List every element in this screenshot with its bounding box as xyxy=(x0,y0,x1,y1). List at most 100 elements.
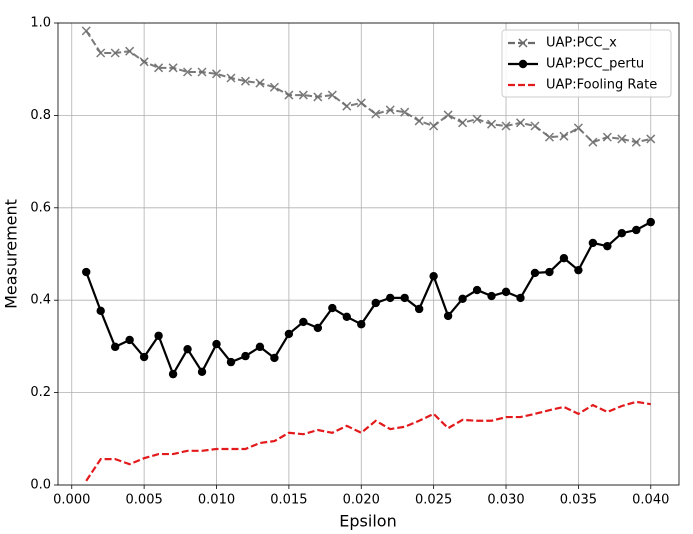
legend-label: UAP:PCC_x xyxy=(546,36,617,51)
marker xyxy=(226,357,236,367)
marker xyxy=(183,67,193,77)
x-tick-label: 0.035 xyxy=(560,493,597,508)
marker xyxy=(603,241,612,251)
marker xyxy=(530,268,540,278)
marker xyxy=(414,304,424,314)
x-tick-label: 0.040 xyxy=(632,493,669,508)
marker xyxy=(168,369,178,379)
marker xyxy=(197,367,207,377)
y-tick-label: 0.6 xyxy=(30,200,51,215)
marker xyxy=(646,134,656,144)
marker xyxy=(530,121,540,131)
marker xyxy=(646,217,655,227)
legend: UAP:PCC_x UAP:PCC_pertu UAP:Fooling Rate xyxy=(501,29,672,98)
marker xyxy=(154,63,164,73)
marker xyxy=(443,110,453,120)
marker xyxy=(255,342,265,352)
marker xyxy=(284,329,294,339)
marker xyxy=(501,287,511,297)
marker xyxy=(342,312,351,322)
x-tick-label: 0.025 xyxy=(415,493,452,508)
marker xyxy=(472,114,482,124)
marker xyxy=(371,109,381,119)
marker xyxy=(400,293,409,303)
y-tick-label: 0.8 xyxy=(30,108,51,123)
legend-marker xyxy=(518,38,528,48)
marker xyxy=(241,351,250,361)
x-axis-title: Epsilon xyxy=(339,512,396,531)
marker xyxy=(429,121,439,131)
marker xyxy=(357,320,366,329)
marker xyxy=(226,73,236,83)
marker xyxy=(574,265,583,275)
marker xyxy=(458,118,468,128)
marker xyxy=(96,306,105,316)
marker xyxy=(211,69,222,79)
marker xyxy=(110,48,120,58)
series-line xyxy=(85,400,651,482)
marker xyxy=(313,323,323,333)
x-tick-label: 0.020 xyxy=(343,493,380,508)
marker xyxy=(139,352,149,362)
marker xyxy=(125,46,135,56)
legend-box xyxy=(501,29,672,98)
marker xyxy=(356,98,366,108)
marker xyxy=(632,225,641,235)
marker xyxy=(559,253,569,263)
marker xyxy=(544,132,554,142)
marker xyxy=(516,293,525,303)
marker xyxy=(617,229,627,238)
marker xyxy=(545,267,554,277)
legend-marker xyxy=(518,59,528,69)
marker xyxy=(96,48,106,58)
marker xyxy=(342,101,352,111)
marker xyxy=(385,105,395,115)
marker xyxy=(371,298,380,308)
marker xyxy=(487,291,496,301)
marker xyxy=(125,335,134,345)
x-tick-label: 0.000 xyxy=(53,493,90,508)
marker xyxy=(472,285,482,295)
legend-label: UAP:Fooling Rate xyxy=(546,78,657,93)
marker xyxy=(139,57,149,67)
marker xyxy=(82,267,91,277)
marker xyxy=(559,131,569,141)
marker xyxy=(400,107,410,117)
marker xyxy=(515,118,526,128)
marker xyxy=(299,317,308,327)
marker xyxy=(429,271,438,281)
marker xyxy=(588,137,598,147)
marker xyxy=(414,116,424,126)
x-tick-label: 0.030 xyxy=(487,493,524,508)
marker xyxy=(269,82,279,92)
marker xyxy=(81,26,91,36)
marker xyxy=(327,90,337,100)
y-tick-label: 1.0 xyxy=(30,16,51,31)
series-line xyxy=(85,221,652,377)
marker xyxy=(212,339,221,349)
marker xyxy=(443,311,453,321)
marker xyxy=(110,342,120,352)
marker xyxy=(458,294,467,304)
marker xyxy=(183,344,192,354)
legend-label: UAP:PCC_pertu xyxy=(546,57,644,72)
marker xyxy=(328,303,337,313)
plot-frame xyxy=(57,22,680,486)
x-tick-label: 0.015 xyxy=(270,493,307,508)
marker xyxy=(386,293,395,303)
y-axis-title: Measurement xyxy=(2,199,21,309)
marker xyxy=(197,67,207,77)
marker xyxy=(602,132,612,142)
marker xyxy=(631,137,641,147)
marker xyxy=(298,90,308,100)
x-tick-label: 0.005 xyxy=(126,493,163,508)
marker xyxy=(313,92,323,102)
marker xyxy=(255,78,265,88)
marker xyxy=(573,123,583,133)
marker xyxy=(240,76,250,86)
marker xyxy=(617,134,627,144)
marker xyxy=(501,121,511,131)
marker xyxy=(284,90,294,100)
marker xyxy=(487,119,497,129)
